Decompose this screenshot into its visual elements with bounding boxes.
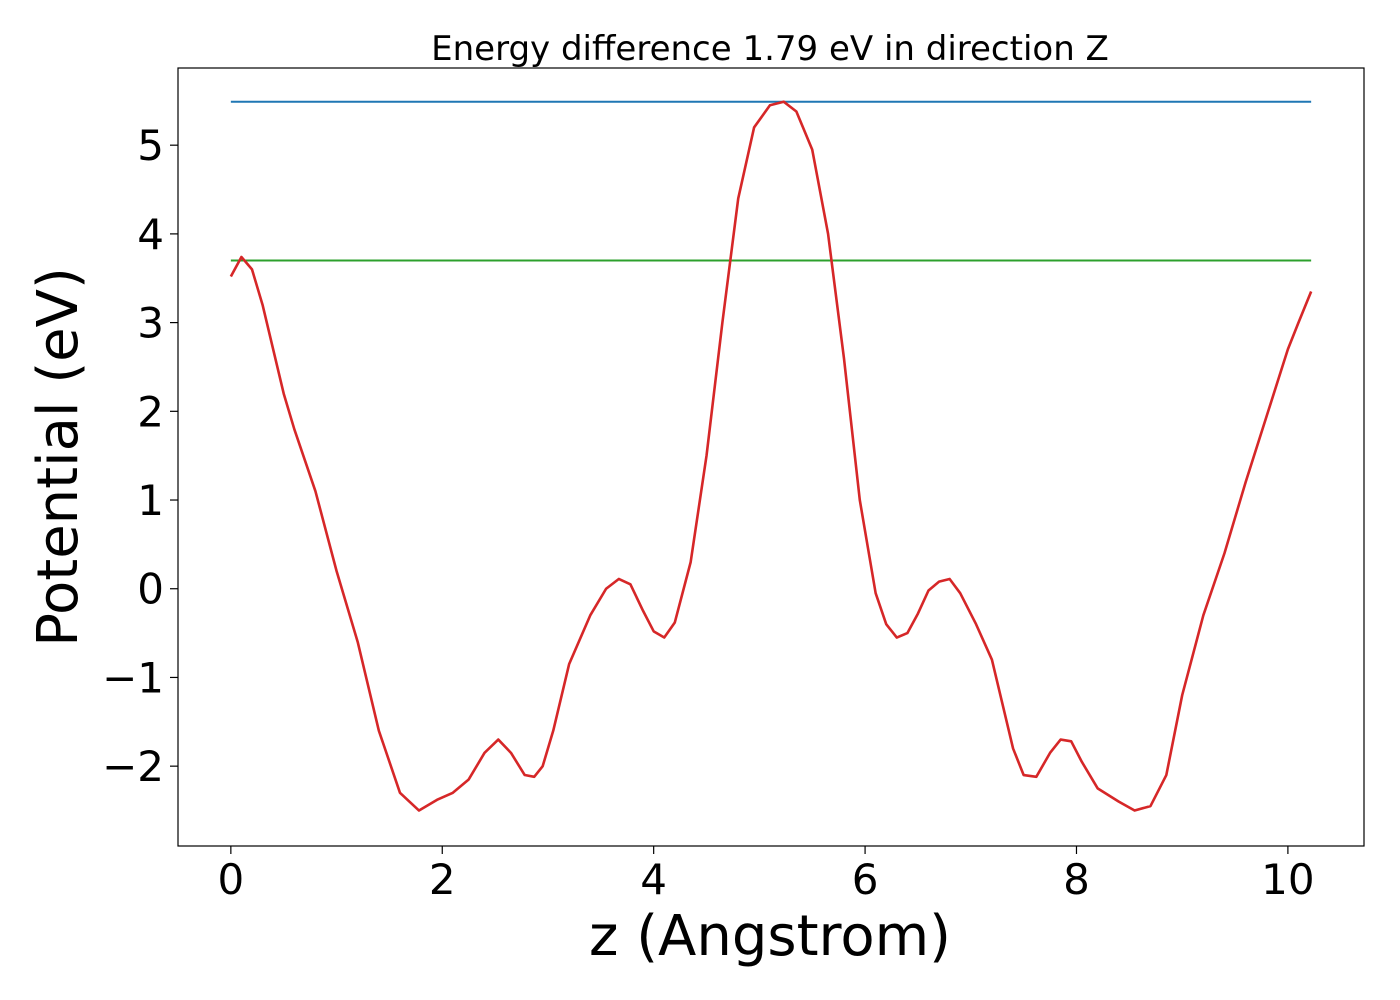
x-tick-label: 8 [1063,855,1090,904]
series-line-2 [229,100,1313,812]
y-tick-label: 1 [137,476,164,525]
x-axis-label: z (Angstrom) [589,904,951,969]
x-tick-label: 6 [852,855,879,904]
x-tick-label: 10 [1261,855,1314,904]
y-tick-label: 4 [137,210,164,259]
y-tick-label: −1 [102,653,164,702]
chart-title: Energy difference 1.79 eV in direction Z [431,29,1109,69]
x-tick-label: 4 [640,855,667,904]
y-axis-label: Potential (eV) [26,267,91,647]
ticks: 0 2 4 6 8 10 −2 −1 0 1 2 3 4 5 [102,121,1315,904]
x-tick-label: 2 [429,855,456,904]
plot-lines [229,100,1313,812]
y-tick-label: 0 [137,565,164,614]
y-tick-label: −2 [102,742,164,791]
y-tick-label: 3 [137,299,164,348]
plot-frame [177,67,1365,847]
x-tick-label: 0 [217,855,244,904]
y-tick-label: 2 [137,387,164,436]
y-tick-label: 5 [137,121,164,170]
